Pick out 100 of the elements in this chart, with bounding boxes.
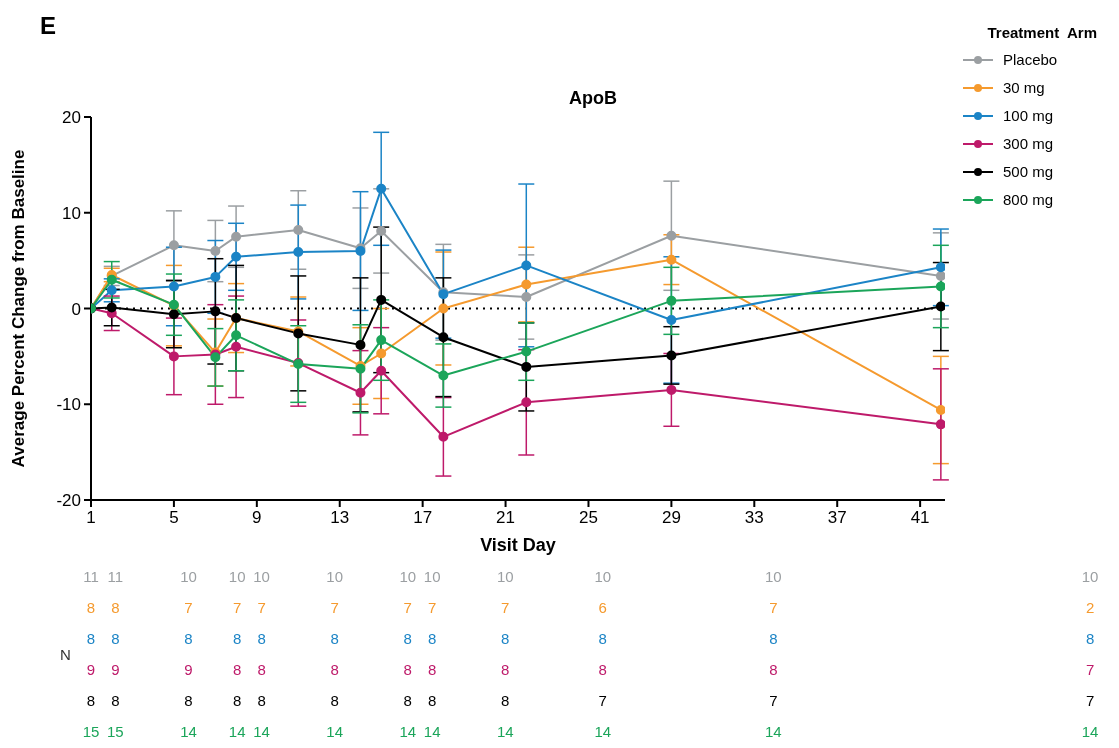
legend-title: Treatment Arm: [987, 24, 1097, 41]
text: 15: [107, 723, 124, 741]
text: 8: [598, 661, 607, 679]
text: 8: [403, 661, 412, 679]
y-tick-label: 0: [71, 299, 81, 319]
text: 10: [496, 568, 514, 586]
text: 11: [107, 568, 124, 586]
text: 9: [86, 661, 96, 679]
legend-label: 100 mg: [1003, 106, 1054, 126]
text: 8: [769, 630, 778, 648]
text: 8: [257, 661, 266, 679]
text: 14: [228, 723, 246, 741]
text: 8: [233, 661, 242, 679]
text: 8: [257, 692, 266, 710]
text: 2: [1085, 599, 1095, 617]
text: 8: [86, 692, 96, 710]
y-tick-label: 10: [62, 203, 81, 223]
text: 8: [769, 661, 778, 679]
text: 7: [1085, 692, 1095, 710]
text: 7: [184, 599, 193, 617]
text: 14: [1081, 723, 1099, 741]
text: 7: [1085, 661, 1095, 679]
text: 10: [423, 568, 441, 586]
legend-label: 500 mg: [1003, 162, 1054, 182]
text: 7: [769, 599, 778, 617]
text: 8: [427, 692, 437, 710]
text: 14: [764, 723, 782, 741]
text: 8: [233, 692, 242, 710]
text: 10: [326, 568, 344, 586]
chart-title: ApoB: [569, 88, 617, 108]
text: 7: [330, 599, 339, 617]
text: 8: [86, 630, 96, 648]
text: 8: [427, 630, 437, 648]
x-tick-label: 33: [744, 508, 764, 528]
x-tick-label: 1: [86, 508, 96, 528]
text: 8: [330, 630, 339, 648]
text: 8: [330, 692, 339, 710]
y-tick-label: -20: [56, 491, 81, 511]
text: 7: [233, 599, 242, 617]
x-axis-title: Visit Day: [480, 535, 556, 555]
text: 14: [253, 723, 270, 741]
legend-label: 300 mg: [1003, 134, 1054, 154]
text: 14: [496, 723, 514, 741]
legend-label: Placebo: [1003, 50, 1058, 70]
text: 8: [1085, 630, 1095, 648]
text: 8: [403, 692, 412, 710]
text: 6: [598, 599, 607, 617]
text: 10: [180, 568, 197, 586]
text: 8: [233, 630, 242, 648]
text: 8: [501, 692, 510, 710]
x-tick-label: 29: [661, 508, 681, 528]
text: 11: [83, 568, 99, 586]
text: 7: [427, 599, 437, 617]
text: 8: [184, 692, 193, 710]
text: 8: [184, 630, 193, 648]
text: E: [40, 12, 57, 40]
x-tick-label: 41: [910, 508, 930, 528]
text: 7: [769, 692, 778, 710]
x-tick-label: 9: [252, 508, 262, 528]
text: 7: [501, 599, 510, 617]
text: 14: [399, 723, 417, 741]
text: 10: [253, 568, 270, 586]
x-tick-label: 5: [169, 508, 179, 528]
text: 8: [330, 661, 339, 679]
text: 8: [501, 661, 510, 679]
x-tick-label: 37: [827, 508, 847, 528]
text: 9: [184, 661, 193, 679]
legend-label: 800 mg: [1003, 190, 1054, 210]
y-axis-title: Average Percent Change from Baseline: [9, 149, 29, 468]
text: 8: [86, 599, 96, 617]
text: 14: [326, 723, 344, 741]
text: 14: [423, 723, 441, 741]
text: 10: [594, 568, 612, 586]
x-tick-label: 25: [579, 508, 598, 528]
text: 8: [598, 630, 607, 648]
text: 15: [82, 723, 100, 741]
text: 7: [403, 599, 412, 617]
x-tick-label: 13: [330, 508, 350, 528]
text: 8: [427, 661, 437, 679]
text: 8: [111, 630, 120, 648]
text: 14: [594, 723, 612, 741]
y-tick-label: -10: [56, 395, 81, 415]
text: 10: [399, 568, 417, 586]
text: 7: [257, 599, 266, 617]
text: 8: [257, 630, 266, 648]
text: 10: [228, 568, 246, 586]
text: N: [60, 645, 71, 663]
y-tick-label: 20: [62, 108, 81, 128]
text: 8: [111, 692, 120, 710]
legend-label: 30 mg: [1003, 78, 1045, 98]
text: 14: [180, 723, 197, 741]
text: 10: [764, 568, 782, 586]
text: 8: [403, 630, 412, 648]
text: 8: [501, 630, 510, 648]
text: 10: [1081, 568, 1099, 586]
x-tick-label: 21: [496, 508, 516, 528]
text: 7: [598, 692, 607, 710]
text: 8: [111, 599, 120, 617]
text: 9: [111, 661, 120, 679]
x-tick-label: 17: [413, 508, 433, 528]
